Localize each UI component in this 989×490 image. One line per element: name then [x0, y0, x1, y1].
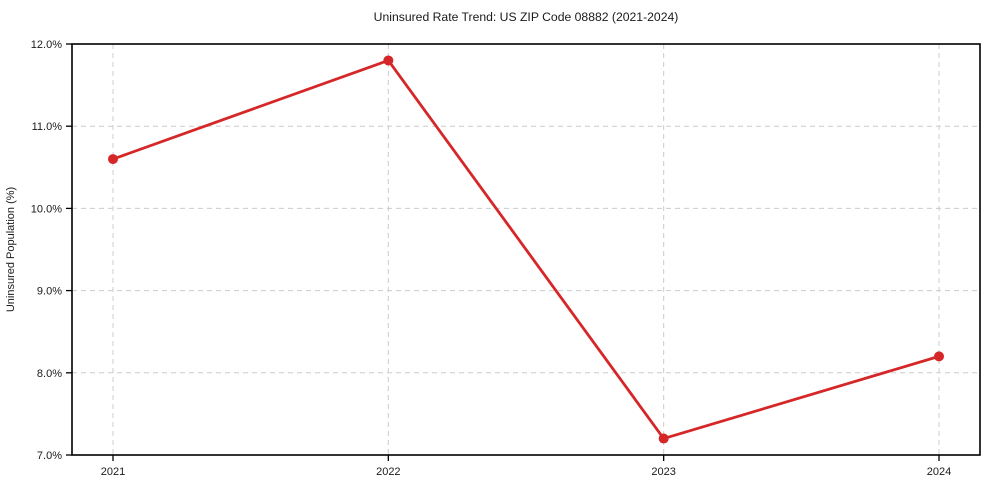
x-tick-label: 2021	[101, 466, 125, 478]
y-tick-label: 9.0%	[37, 286, 62, 298]
data-point-2021	[108, 154, 118, 165]
trend-line	[111, 59, 941, 440]
data-point-2023	[658, 433, 669, 444]
y-tick-label: 12.0%	[31, 39, 62, 51]
data-point-2022	[383, 55, 394, 66]
x-tick-label: 2023	[651, 466, 675, 478]
axis-layer: 7.0% 8.0% 9.0% 10.0% 11.0% 12.0% 2021 2022 2023 2…	[31, 39, 981, 478]
y-tick-label: 7.0%	[37, 450, 62, 462]
plot-border	[71, 43, 981, 456]
data-point-2024	[934, 351, 944, 362]
chart-title: Uninsured Rate Trend: US ZIP Code 08882 …	[374, 10, 679, 24]
y-axis-label: Uninsured Population (%)	[5, 187, 17, 312]
series-layer	[108, 55, 944, 444]
y-tick-label: 8.0%	[37, 368, 62, 380]
x-tick-label: 2022	[376, 466, 400, 478]
y-tick-label: 10.0%	[31, 203, 62, 215]
x-tick-label: 2024	[927, 466, 951, 478]
y-tick-label: 11.0%	[32, 121, 63, 133]
